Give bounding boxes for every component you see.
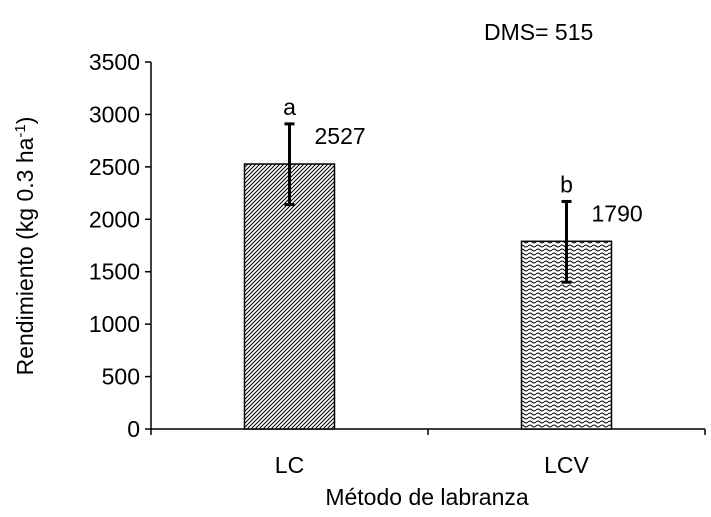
y-tick-label: 3000 bbox=[89, 101, 140, 127]
dms-annotation: DMS= 515 bbox=[484, 19, 593, 45]
significance-letter: b bbox=[560, 171, 573, 197]
value-label: 1790 bbox=[592, 200, 643, 226]
x-tick-label: LC bbox=[275, 452, 304, 478]
x-tick-label: LCV bbox=[544, 452, 589, 478]
y-axis-title-superscript: -1 bbox=[12, 124, 29, 137]
data-labels: a 2527 b 1790 bbox=[283, 94, 643, 226]
y-tick-label: 2500 bbox=[89, 154, 140, 180]
y-axis: 0 500 1000 1500 2000 2500 3000 3500 bbox=[89, 49, 152, 442]
x-axis-title: Método de labranza bbox=[325, 484, 529, 510]
value-label: 2527 bbox=[315, 123, 366, 149]
y-tick-label: 3500 bbox=[89, 49, 140, 75]
y-axis-title-base: Rendimiento (kg 0.3 ha bbox=[12, 137, 38, 375]
y-tick-label: 2000 bbox=[89, 206, 140, 232]
y-tick-label: 500 bbox=[102, 364, 140, 390]
y-axis-title: Rendimiento (kg 0.3 ha-1) bbox=[12, 117, 38, 376]
x-axis: LC LCV bbox=[150, 428, 706, 478]
bar-lc bbox=[243, 163, 336, 430]
y-tick-label: 1000 bbox=[89, 311, 140, 337]
y-tick-label: 1500 bbox=[89, 259, 140, 285]
y-axis-title-close: ) bbox=[12, 117, 38, 125]
significance-letter: a bbox=[283, 94, 296, 120]
bars bbox=[243, 122, 613, 430]
y-tick-label: 0 bbox=[127, 416, 140, 442]
